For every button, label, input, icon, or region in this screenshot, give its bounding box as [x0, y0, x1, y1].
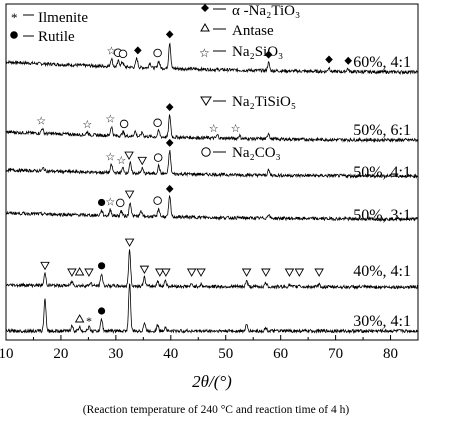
triangle-down-icon	[200, 96, 212, 106]
plot-frame	[5, 3, 419, 341]
x-tick-label: 70	[328, 346, 343, 362]
legend-label-na2tisio5: Na₂TiSiO₅	[232, 94, 296, 110]
phase-marker-tri_down	[314, 268, 324, 277]
x-tick-label: 30	[108, 346, 123, 362]
diamond-icon	[201, 4, 209, 12]
legend-item-na2tisio5: Na₂TiSiO₅	[200, 94, 296, 110]
x-tick-label: 80	[383, 346, 398, 362]
phase-marker-asterisk: *	[86, 314, 92, 328]
star-icon: ☆	[199, 46, 210, 60]
series-label: 30%, 4:1	[353, 313, 411, 330]
phase-marker-circle	[153, 196, 162, 205]
phase-marker-tri_down	[124, 190, 135, 199]
phase-marker-star: ☆	[116, 155, 126, 167]
phase-marker-diamond	[344, 56, 353, 65]
legend-item-na2tio3: α -Na₂TiO₃	[201, 3, 300, 19]
phase-marker-circle	[116, 198, 125, 208]
x-tick-label: 10	[0, 346, 14, 362]
phase-marker-circle	[118, 49, 128, 59]
phase-marker-diamond	[264, 50, 273, 59]
phase-markers: ☆☆ ☆ ☆☆ ☆☆ ☆☆*	[36, 30, 353, 328]
series-label: 50%, 6:1	[353, 122, 411, 139]
series-labels: 60%, 4:1 50%, 6:1 50%, 4:1 50%, 3:1 40%, 4:1…	[353, 54, 411, 330]
phase-marker-diamond	[165, 103, 174, 112]
phase-marker-tri_down	[155, 268, 165, 277]
xrd-trace	[5, 114, 419, 143]
phase-marker-diamond	[165, 184, 174, 193]
phase-marker-tri_down	[196, 268, 206, 277]
phase-marker-star: ☆	[105, 152, 115, 164]
legend-item-antase: Antase	[200, 22, 274, 39]
legend-item-ilmenite: * Ilmenite	[11, 10, 88, 26]
x-tick-label: 20	[53, 346, 68, 362]
x-axis-ticks: 10 20 30 40 50 60 70 80	[0, 335, 398, 362]
phase-marker-dot	[97, 307, 106, 315]
phase-marker-tri_down	[284, 268, 295, 277]
rutile-dot-icon	[10, 31, 18, 39]
phase-marker-circle	[153, 153, 163, 162]
phase-marker-tri_down	[124, 151, 134, 160]
series-label: 60%, 4:1	[353, 54, 411, 71]
phase-marker-tri_down	[139, 265, 150, 275]
x-axis-title: 2θ/(°)	[192, 372, 232, 391]
phase-marker-tri_down	[84, 268, 94, 277]
legend: * Ilmenite Rutile α -Na₂TiO₃ Antase ☆ Na…	[10, 3, 300, 161]
phase-marker-circle	[153, 118, 162, 128]
phase-marker-diamond	[165, 30, 174, 39]
phase-marker-circle	[153, 48, 162, 58]
series-label: 50%, 3:1	[353, 207, 411, 224]
figure-caption: (Reaction temperature of 240 °C and reac…	[83, 404, 350, 416]
legend-symbol-ilmenite: *	[11, 10, 18, 25]
phase-marker-star: ☆	[105, 197, 115, 209]
phase-marker-tri_down	[40, 261, 50, 271]
phase-marker-tri_down	[161, 268, 171, 277]
phase-marker-dot	[97, 262, 106, 270]
xrd-trace	[5, 150, 418, 179]
legend-item-rutile: Rutile	[10, 29, 75, 45]
phase-marker-star: ☆	[105, 114, 115, 126]
phase-marker-tri_up	[74, 267, 85, 276]
xrd-trace	[5, 194, 419, 223]
phase-marker-tri_down	[67, 268, 77, 277]
phase-marker-diamond	[134, 46, 142, 55]
phase-marker-tri_down	[294, 268, 305, 277]
legend-label-rutile: Rutile	[38, 29, 75, 45]
phase-marker-star: ☆	[231, 123, 241, 135]
series-label: 50%, 4:1	[353, 164, 411, 181]
legend-label-antase: Antase	[232, 23, 274, 39]
phase-marker-tri_down	[137, 156, 148, 166]
phase-marker-tri_down	[261, 268, 271, 277]
phase-marker-circle	[119, 119, 129, 129]
legend-label-na2sio3: Na₂SiO₃	[232, 44, 283, 60]
phase-marker-star: ☆	[107, 45, 117, 57]
x-tick-label: 50	[218, 346, 233, 362]
phase-marker-star: ☆	[36, 115, 46, 127]
phase-marker-tri_up	[74, 314, 85, 323]
open-circle-icon	[201, 147, 211, 157]
legend-item-na2co3: Na₂CO₃	[201, 145, 281, 161]
legend-label-ilmenite: Ilmenite	[38, 10, 88, 26]
phase-marker-tri_down	[124, 238, 135, 247]
diffraction-traces	[5, 42, 419, 335]
xrd-trace	[5, 42, 419, 75]
x-tick-label: 60	[273, 346, 288, 362]
xrd-trace	[5, 283, 419, 335]
xrd-trace	[5, 249, 418, 290]
phase-marker-star: ☆	[209, 123, 219, 135]
phase-marker-tri_down	[186, 268, 197, 277]
phase-marker-diamond	[325, 55, 333, 64]
phase-marker-tri_down	[241, 268, 252, 277]
legend-label-na2tio3: α -Na₂TiO₃	[232, 3, 300, 19]
legend-label-na2co3: Na₂CO₃	[232, 145, 281, 161]
phase-marker-star: ☆	[82, 119, 92, 131]
legend-item-na2sio3: ☆ Na₂SiO₃	[199, 44, 283, 60]
phase-marker-dot	[97, 198, 106, 207]
series-label: 40%, 4:1	[353, 263, 411, 280]
x-tick-label: 40	[163, 346, 178, 362]
phase-marker-diamond	[165, 138, 174, 147]
triangle-up-icon	[200, 22, 210, 32]
